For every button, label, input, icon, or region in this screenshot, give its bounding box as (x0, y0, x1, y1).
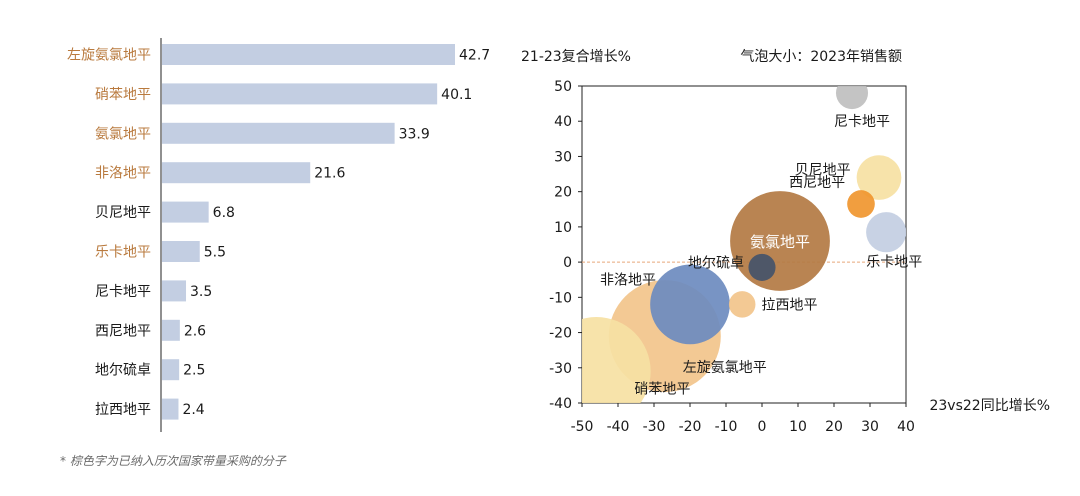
bubble (856, 155, 902, 200)
y-tick-label: 0 (563, 255, 572, 271)
category-label: 硝苯地平 (95, 86, 151, 103)
bubble-label: 贝尼地平 (795, 163, 851, 179)
bubbles-group (582, 86, 906, 403)
bar (162, 83, 438, 105)
bubble (866, 212, 906, 253)
category-label: 非洛地平 (95, 166, 151, 182)
x-tick-label: 10 (789, 419, 807, 435)
horizontal-bar-chart: 左旋氨氯地平 42.7 硝苯地平 40.1 氨氯地平 33.9 非洛地平 21.6 贝尼地平 6.… (67, 38, 490, 432)
bar (162, 44, 455, 65)
bubble (582, 317, 651, 403)
y-tick-label: 20 (554, 185, 572, 201)
x-tick-label: -10 (715, 419, 738, 435)
x-tick-label: 40 (897, 419, 915, 435)
footnote: * 棕色字为已纳入历次国家带量采购的分子 (60, 454, 286, 468)
bar (162, 280, 187, 302)
x-axis-title: 23vs22同比增长% (929, 398, 1050, 414)
bar (162, 201, 209, 223)
y-tick-label: -20 (549, 326, 572, 342)
data-label: 2.6 (184, 323, 206, 339)
bubble-label: 尼卡地平 (834, 114, 890, 130)
x-tick-label: -40 (607, 419, 630, 435)
bubble-chart: 50 40 30 20 10 0 -10 -20 -30 -40 -50 -40 -30 -20 -10 0 1… (521, 48, 1050, 435)
y-tick-label: -10 (549, 290, 572, 306)
bubble (728, 291, 756, 318)
category-label: 乐卡地平 (95, 245, 151, 261)
bubble (835, 86, 869, 110)
bubble (748, 253, 776, 281)
x-tick-label: -20 (679, 419, 702, 435)
data-label: 40.1 (441, 87, 472, 103)
bar (162, 319, 180, 341)
data-label: 33.9 (399, 126, 430, 142)
bar (162, 359, 180, 381)
bubble-label: 乐卡地平 (866, 254, 922, 270)
y-tick-label: 30 (554, 149, 572, 165)
bubble-label: 拉西地平 (761, 297, 817, 313)
category-label: 贝尼地平 (95, 205, 151, 221)
bubble-label: 硝苯地平 (634, 380, 690, 397)
x-tick-label: -50 (571, 419, 594, 435)
category-label: 左旋氨氯地平 (67, 48, 151, 64)
x-tick-label: -30 (643, 419, 666, 435)
y-axis-title: 21-23复合增长% (521, 48, 631, 65)
category-label: 西尼地平 (95, 323, 151, 339)
bubble (847, 190, 875, 218)
data-label: 42.7 (459, 48, 490, 64)
data-label: 2.4 (182, 402, 204, 418)
bubble-label: 非洛地平 (600, 272, 656, 288)
bubble-size-note: 气泡大小：2023年销售额 (740, 49, 902, 65)
y-tick-label: -30 (549, 361, 572, 377)
y-tick-label: 50 (554, 79, 572, 95)
bubble-label: 西尼地平 (789, 175, 845, 191)
category-label: 地尔硫卓 (95, 363, 151, 379)
bubble (650, 264, 730, 345)
y-tick-label: -40 (549, 396, 572, 412)
y-tick-label: 10 (554, 220, 572, 236)
category-label: 尼卡地平 (95, 284, 151, 300)
category-label: 氨氯地平 (95, 126, 151, 142)
bubble-label: 左旋氨氯地平 (683, 360, 767, 376)
plot-frame (581, 85, 907, 404)
bar (162, 122, 395, 144)
y-tick-label: 40 (554, 114, 572, 130)
bubble-label: 氨氯地平 (750, 233, 810, 251)
bar (162, 241, 200, 262)
data-label: 21.6 (314, 166, 345, 182)
bubble-label: 地尔硫卓 (688, 255, 744, 271)
data-label: 2.5 (183, 363, 205, 379)
x-tick-label: 20 (825, 419, 843, 435)
data-label: 5.5 (204, 245, 226, 261)
data-label: 3.5 (190, 284, 212, 300)
bar (162, 162, 311, 184)
data-label: 6.8 (213, 205, 235, 221)
x-tick-label: 0 (758, 419, 767, 435)
x-tick-label: 30 (861, 419, 879, 435)
bar (162, 398, 179, 420)
category-label: 拉西地平 (95, 402, 151, 418)
